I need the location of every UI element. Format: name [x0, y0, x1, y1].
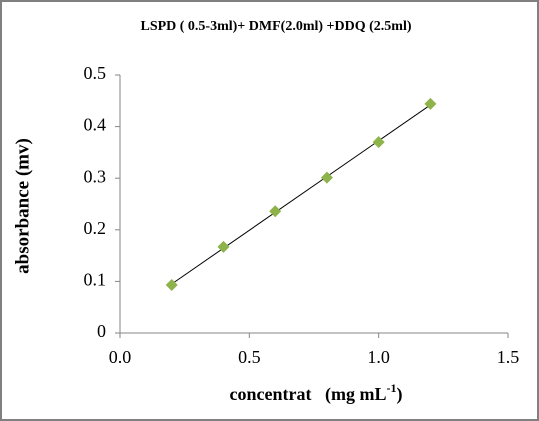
y-tick-label: 0.4	[84, 115, 107, 135]
y-tick-label: 0.1	[84, 270, 107, 290]
data-point	[424, 97, 437, 110]
x-tick-label: 0.5	[238, 347, 261, 367]
y-tick-label: 0.2	[84, 218, 107, 238]
x-axis-label: concentrat (mg mL-1)	[230, 381, 403, 405]
data-point	[269, 205, 282, 218]
chart-title: LSPD ( 0.5-3ml)+ DMF(2.0ml) +DDQ (2.5ml)	[140, 19, 411, 34]
y-tick-label: 0.3	[84, 166, 107, 186]
data-point	[217, 240, 230, 253]
trendline	[171, 104, 431, 285]
x-tick-label: 1.5	[497, 347, 520, 367]
y-tick-label: 0	[97, 321, 106, 341]
x-axis-label-main: concentrat (mg mL	[230, 384, 387, 405]
x-axis-label-end: )	[396, 384, 402, 405]
data-point	[165, 279, 178, 292]
y-tick-label: 0.5	[84, 63, 107, 83]
data-point	[320, 171, 333, 184]
x-tick-label: 1.0	[367, 347, 390, 367]
data-point	[372, 136, 385, 149]
x-axis-label-sup: -1	[386, 381, 396, 395]
y-axis-label: absorbance (mv)	[12, 138, 33, 274]
x-tick-label: 0.0	[109, 347, 132, 367]
